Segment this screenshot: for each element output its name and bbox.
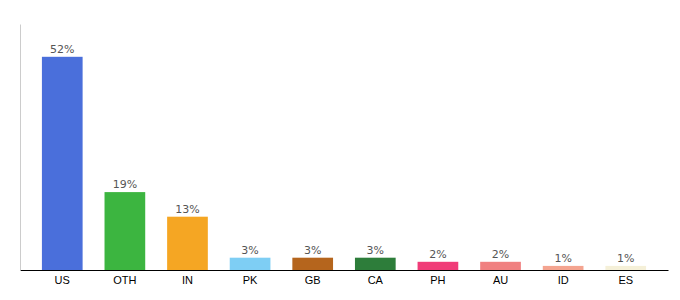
bar bbox=[292, 258, 333, 270]
y-axis bbox=[20, 25, 21, 271]
x-tick: US bbox=[55, 274, 70, 286]
x-axis-line bbox=[21, 270, 669, 271]
x-tick: GB bbox=[305, 274, 321, 286]
plot: 52% 19% 13% 3% 3% 3% 2% 2% 1% 1% US OTH IN PK GB CA PH AU… bbox=[21, 25, 669, 286]
x-tick-label: ID bbox=[558, 274, 569, 286]
data-label: 2% bbox=[429, 248, 446, 261]
x-tick-label: PH bbox=[430, 274, 445, 286]
data-label: 3% bbox=[241, 244, 258, 257]
x-tick: ES bbox=[618, 274, 633, 286]
bar bbox=[167, 217, 208, 270]
x-tick: PK bbox=[243, 274, 258, 286]
bar bbox=[480, 262, 521, 270]
data-labels: 52% 19% 13% 3% 3% 3% 2% 2% 1% 1% bbox=[50, 43, 634, 265]
data-label: 13% bbox=[175, 203, 199, 216]
bars bbox=[42, 57, 646, 270]
x-tick-label: OTH bbox=[113, 274, 136, 286]
bar bbox=[42, 57, 83, 270]
bar bbox=[355, 258, 396, 270]
bar bbox=[418, 262, 459, 270]
x-tick: OTH bbox=[113, 274, 136, 286]
x-tick: AU bbox=[493, 274, 508, 286]
data-label: 2% bbox=[492, 248, 509, 261]
bar bbox=[105, 192, 146, 270]
data-label: 1% bbox=[617, 252, 634, 265]
bar bbox=[543, 266, 584, 270]
x-tick: ID bbox=[558, 274, 569, 286]
x-tick-label: ES bbox=[618, 274, 633, 286]
x-axis: US OTH IN PK GB CA PH AU ID ES bbox=[21, 271, 669, 286]
data-label: 19% bbox=[113, 178, 137, 191]
x-tick-label: IN bbox=[182, 274, 193, 286]
y-axis-line bbox=[20, 25, 21, 271]
chart: 52% 19% 13% 3% 3% 3% 2% 2% 1% 1% US OTH IN PK GB CA PH AU… bbox=[0, 0, 680, 300]
data-label: 52% bbox=[50, 43, 74, 56]
data-label: 3% bbox=[304, 244, 321, 257]
x-tick: IN bbox=[182, 274, 193, 286]
x-tick-label: PK bbox=[243, 274, 258, 286]
x-tick: PH bbox=[430, 274, 445, 286]
x-tick-label: GB bbox=[305, 274, 321, 286]
bar bbox=[605, 266, 646, 270]
data-label: 3% bbox=[367, 244, 384, 257]
x-tick-label: CA bbox=[368, 274, 384, 286]
x-tick-label: US bbox=[55, 274, 70, 286]
x-tick: CA bbox=[368, 274, 384, 286]
bar bbox=[230, 258, 271, 270]
data-label: 1% bbox=[554, 252, 571, 265]
x-tick-label: AU bbox=[493, 274, 508, 286]
